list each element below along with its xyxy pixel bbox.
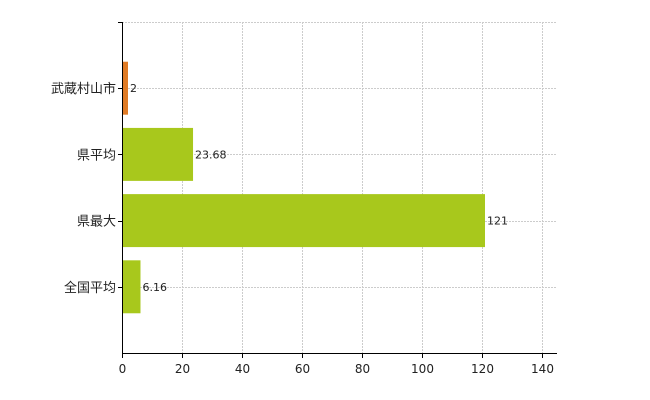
data-label-4: 6.16 <box>142 281 167 294</box>
bar-3 <box>122 194 485 248</box>
category-label-1: 武蔵村山市 <box>51 81 116 97</box>
x-tick-label-0: 0 <box>119 362 127 376</box>
x-tick-label-80: 80 <box>355 362 370 376</box>
data-label-1: 2 <box>130 82 137 95</box>
x-tick-label-60: 60 <box>295 362 310 376</box>
category-label-3: 県最大 <box>77 215 116 230</box>
x-tick-label-120: 120 <box>471 362 494 376</box>
bars <box>122 61 485 314</box>
data-label-2: 23.68 <box>195 148 227 161</box>
data-label-3: 121 <box>487 215 508 228</box>
bar-2 <box>122 127 194 181</box>
labels: 2 武蔵村山市 23.68 県平均 121 県最大 6.16 全国平均 0 20 40 60 80 100… <box>51 22 554 376</box>
x-tick-label-40: 40 <box>235 362 250 376</box>
x-tick-label-100: 100 <box>411 362 434 376</box>
bar-4 <box>122 260 141 314</box>
x-tick-label-20: 20 <box>175 362 190 376</box>
category-label-2: 県平均 <box>77 148 116 163</box>
grid-lines <box>122 22 557 353</box>
x-tick-label-140: 140 <box>531 362 554 376</box>
bar-1 <box>122 61 128 115</box>
axes <box>122 22 557 357</box>
category-label-4: 全国平均 <box>64 280 116 296</box>
